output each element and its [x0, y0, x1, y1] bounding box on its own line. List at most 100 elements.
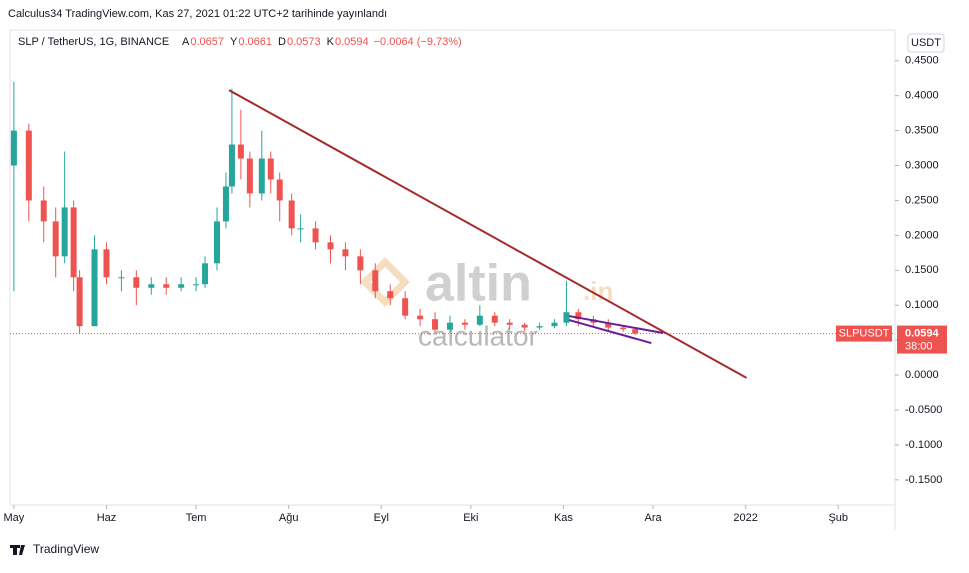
candle-body — [372, 270, 379, 292]
candle-body — [402, 298, 409, 316]
symbol: SLP / TetherUS, 1G, BINANCE — [18, 36, 169, 48]
candle-body — [327, 242, 334, 250]
candle-body — [432, 319, 439, 330]
price-badge-text: 0.0594 — [905, 327, 940, 339]
trendline — [568, 315, 664, 335]
trendline — [568, 319, 652, 345]
candle-body — [118, 277, 125, 279]
candle-body — [246, 158, 253, 194]
candle-body — [276, 179, 283, 201]
candle-body — [288, 200, 295, 229]
ohlc-key: Y — [230, 36, 238, 48]
publish-info: Calculus34 TradingView.com, Kas 27, 2021… — [8, 8, 387, 20]
watermark: altin .in calculator — [360, 255, 613, 351]
ohlc-legend: A0.0657 Y0.0661 D0.0573 K0.0594 −0.0064 (−9.… — [182, 36, 462, 48]
candle-body — [103, 249, 110, 278]
ohlc-key: D — [278, 36, 286, 48]
y-tick-label: 0.1000 — [905, 299, 939, 311]
currency-button[interactable] — [907, 33, 945, 53]
x-tick-label: Şub — [828, 512, 848, 524]
x-tick-label: 2022 — [733, 512, 757, 524]
candle-body — [297, 228, 304, 230]
y-tick-label: 0.2500 — [905, 194, 939, 206]
y-tick-label: 0.4500 — [905, 55, 939, 67]
candle-body — [10, 130, 17, 166]
y-tick-label: 0.3000 — [905, 159, 939, 171]
candle-body — [133, 277, 140, 288]
candle-body — [178, 284, 185, 288]
y-tick-label: -0.0500 — [905, 404, 942, 416]
candle-body — [620, 327, 627, 330]
candle-body — [25, 130, 32, 201]
candle-body — [551, 322, 558, 327]
candle-body — [163, 284, 170, 288]
ohlc-value: 0.0594 — [335, 36, 369, 48]
candle-body — [70, 207, 77, 278]
price-badge — [897, 325, 947, 354]
candle-body — [202, 263, 209, 285]
candle-body — [222, 186, 229, 222]
watermark-brand: altin — [425, 255, 532, 313]
candle-body — [521, 324, 528, 328]
y-tick-label: -0.1000 — [905, 439, 942, 451]
candle-body — [312, 228, 319, 243]
candle-body — [91, 249, 98, 327]
x-tick-label: Ağu — [279, 512, 299, 524]
candle-body — [193, 284, 200, 286]
y-tick-label: 0.3500 — [905, 124, 939, 136]
candle-body — [575, 312, 582, 320]
watermark-logo — [360, 257, 410, 307]
footer-logo — [10, 545, 25, 555]
candle-body — [52, 221, 59, 257]
candle-body — [491, 315, 498, 323]
x-tick-label: Kas — [554, 512, 573, 524]
trendline — [228, 89, 748, 379]
candle-body — [387, 291, 394, 299]
y-tick-label: 0.0000 — [905, 369, 939, 381]
candle-body — [342, 249, 349, 257]
candle-body — [563, 312, 570, 323]
ohlc-key: K — [327, 36, 335, 48]
candle-body — [228, 144, 235, 187]
x-tick-label: Ara — [645, 512, 663, 524]
plot — [10, 81, 895, 379]
candle-body — [357, 256, 364, 271]
x-tick-label: Haz — [97, 512, 117, 524]
candle-body — [61, 207, 68, 257]
candle-body — [417, 315, 424, 320]
candle-body — [446, 322, 453, 330]
change: −0.0064 (−9.73%) — [374, 36, 462, 48]
candle-body — [267, 158, 274, 180]
candle-body — [76, 277, 83, 327]
x-tick-label: May — [3, 512, 24, 524]
candle-body — [476, 315, 483, 325]
ohlc-value: 0.0573 — [287, 36, 321, 48]
candle-body — [213, 221, 220, 264]
y-tick-label: 0.2000 — [905, 229, 939, 241]
footer-text: TradingView — [33, 542, 99, 556]
candle-body — [237, 144, 244, 159]
y-tick-label: 0.1500 — [905, 264, 939, 276]
candle-body — [148, 284, 155, 288]
candle-body — [536, 326, 543, 328]
symbol-badge-text: SLPUSDT — [839, 327, 890, 339]
candle-body — [40, 200, 47, 222]
countdown: 38:00 — [905, 340, 933, 352]
x-tick-label: Eyl — [374, 512, 389, 524]
y-tick-label: 0.4000 — [905, 90, 939, 102]
y-tick-label: -0.1500 — [905, 474, 942, 486]
currency-label[interactable]: USDT — [911, 37, 941, 49]
candle-body — [506, 322, 513, 325]
x-tick-label: Eki — [463, 512, 478, 524]
candle-body — [461, 322, 468, 325]
symbol-badge — [836, 325, 892, 342]
candle-body — [632, 329, 639, 334]
ohlc-value: 0.0657 — [190, 36, 224, 48]
ohlc-value: 0.0661 — [238, 36, 272, 48]
candle-body — [258, 158, 265, 194]
ohlc-key: A — [182, 36, 190, 48]
candle-body — [605, 322, 612, 328]
